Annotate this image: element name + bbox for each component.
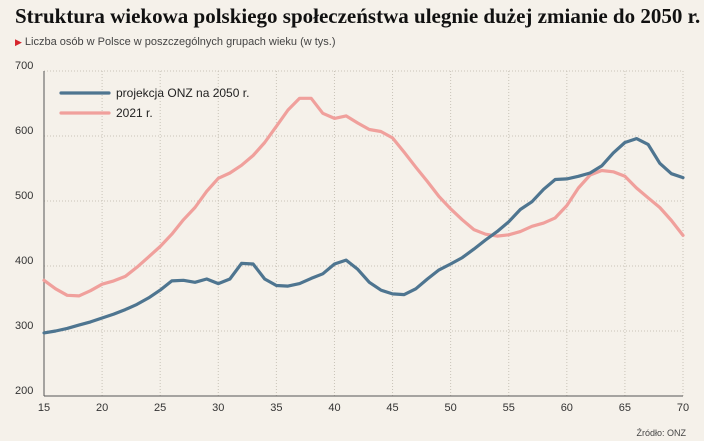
legend-label-1: 2021 r. xyxy=(116,106,153,120)
x-tick-label-45: 45 xyxy=(386,402,398,414)
x-tick-label-50: 50 xyxy=(445,402,457,414)
x-tick-label-35: 35 xyxy=(270,402,282,414)
series-lines xyxy=(42,96,685,335)
chart-subtitle: ▶ Liczba osób w Polsce w poszczególnych g… xyxy=(15,36,336,48)
y-tick-label-300: 300 xyxy=(15,320,33,332)
y-tick-label-200: 200 xyxy=(15,385,33,397)
triangle-marker-icon: ▶ xyxy=(15,37,22,47)
x-tick-label-20: 20 xyxy=(96,402,108,414)
x-tick-label-40: 40 xyxy=(328,402,340,414)
x-tick-label-60: 60 xyxy=(561,402,573,414)
subtitle-text: Liczba osób w Polsce w poszczególnych gr… xyxy=(24,36,336,48)
x-tick-labels: 15 20 25 30 35 40 45 50 55 60 65 70 xyxy=(38,402,689,414)
legend-label-0: projekcja ONZ na 2050 r. xyxy=(116,86,249,100)
chart-title: Struktura wiekowa polskiego społeczeństw… xyxy=(15,4,701,28)
x-tick-label-25: 25 xyxy=(154,402,166,414)
series-line-2021 xyxy=(42,96,685,298)
source-note: Źródło: ONZ xyxy=(636,428,686,438)
axis-lines xyxy=(43,71,683,397)
y-tick-labels: 200 300 400 500 600 700 xyxy=(15,60,33,397)
y-tick-label-500: 500 xyxy=(15,190,33,202)
x-tick-label-55: 55 xyxy=(503,402,515,414)
x-tick-label-15: 15 xyxy=(38,402,50,414)
series-line-projection-2050 xyxy=(42,137,685,335)
y-tick-label-400: 400 xyxy=(15,255,33,267)
y-tick-label-600: 600 xyxy=(15,125,33,137)
x-tick-label-65: 65 xyxy=(619,402,631,414)
legend: projekcja ONZ na 2050 r. 2021 r. xyxy=(59,86,249,120)
x-tick-label-30: 30 xyxy=(212,402,224,414)
x-tick-label-70: 70 xyxy=(677,402,689,414)
y-tick-label-700: 700 xyxy=(15,60,33,72)
